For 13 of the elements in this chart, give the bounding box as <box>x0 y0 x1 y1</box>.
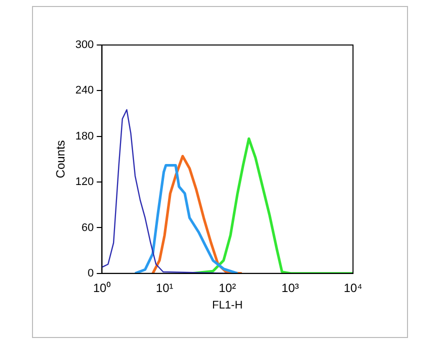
y-tick-label: 300 <box>75 39 94 52</box>
x-tick-label: 10⁴ <box>344 280 362 295</box>
y-axis-title: Counts <box>54 140 68 178</box>
y-tick-label: 60 <box>82 222 94 234</box>
x-axis-title: FL1-H <box>212 299 243 312</box>
x-tick-label: 10¹ <box>156 280 174 295</box>
x-tick-label: 10³ <box>282 280 299 295</box>
x-tick-label: 10² <box>218 280 236 295</box>
y-tick-label: 0 <box>88 267 94 280</box>
y-tick-label: 120 <box>75 176 94 188</box>
x-tick-label: 10⁰ <box>93 280 110 295</box>
y-tick-label: 240 <box>75 84 94 97</box>
y-tick-label: 180 <box>75 130 94 142</box>
